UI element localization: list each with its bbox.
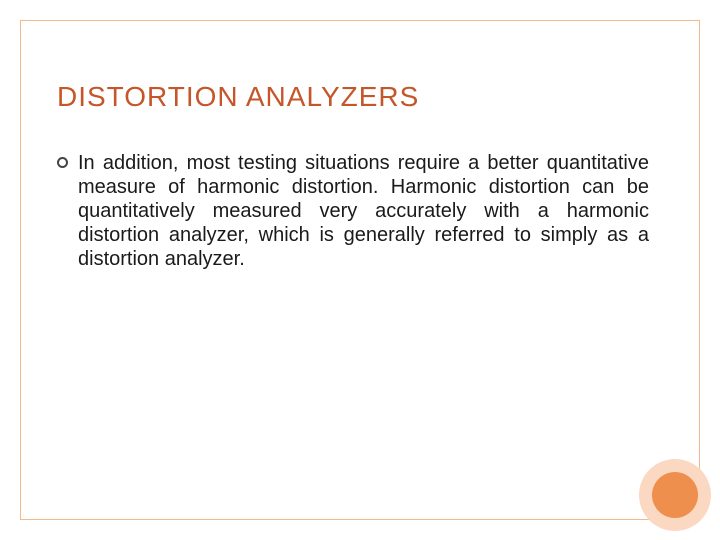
bullet-item: In addition, most testing situations req… [57, 151, 649, 271]
decorative-circle-inner [652, 472, 698, 518]
slide-body: In addition, most testing situations req… [57, 151, 649, 271]
slide-title: DISTORTION ANALYZERS [57, 81, 419, 113]
bullet-marker-icon [57, 157, 68, 168]
slide-frame: DISTORTION ANALYZERS In addition, most t… [20, 20, 700, 520]
bullet-text: In addition, most testing situations req… [78, 151, 649, 271]
